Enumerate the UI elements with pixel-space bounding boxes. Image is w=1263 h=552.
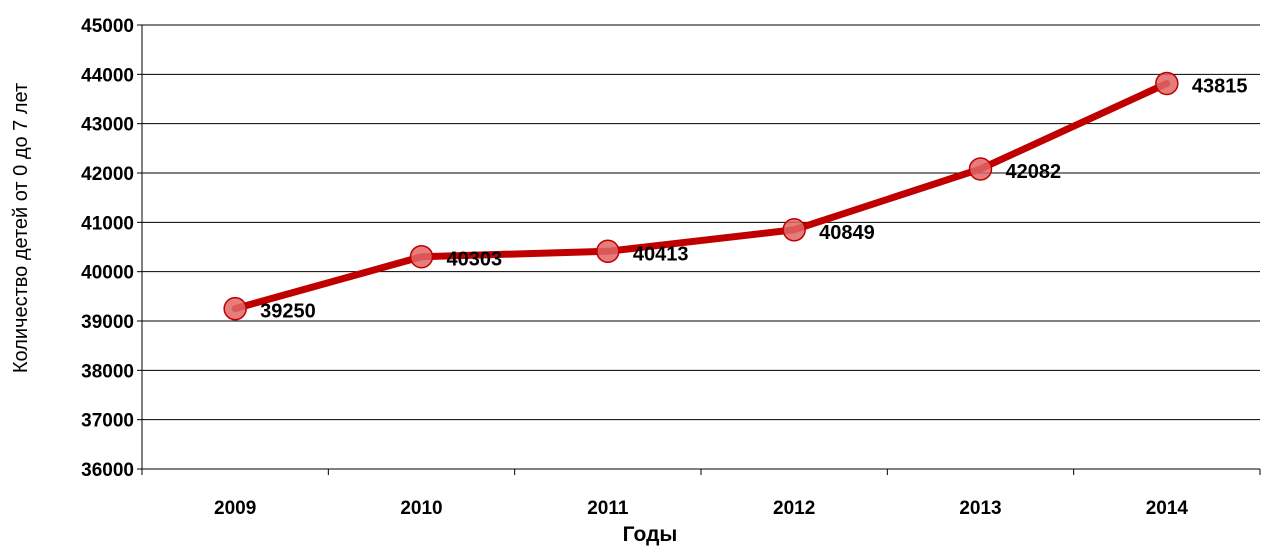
data-markers xyxy=(223,71,1179,321)
series-line xyxy=(231,79,1171,313)
y-tick-label: 36000 xyxy=(81,460,134,481)
data-label: 43815 xyxy=(1192,75,1248,97)
y-tick-label: 39000 xyxy=(81,312,134,333)
data-label: 40303 xyxy=(447,249,503,271)
x-tick-label: 2013 xyxy=(959,498,1001,519)
data-labels: 39250 40303 40413 40849 42082 43815 xyxy=(260,75,1247,322)
data-label: 40849 xyxy=(819,222,875,244)
data-label: 42082 xyxy=(1006,161,1062,183)
x-axis-title: Годы xyxy=(623,523,678,546)
y-tick-label: 44000 xyxy=(81,65,134,86)
data-point-marker xyxy=(223,296,247,321)
x-tick-label: 2009 xyxy=(214,498,256,519)
y-tick-label: 41000 xyxy=(81,213,134,234)
data-label: 39250 xyxy=(260,301,316,323)
y-tick-label: 37000 xyxy=(81,411,134,432)
data-label: 40413 xyxy=(633,243,689,265)
y-tick-label: 40000 xyxy=(81,263,134,284)
data-point-marker xyxy=(596,239,620,264)
x-tick-label: 2014 xyxy=(1146,498,1189,519)
y-tick-label: 38000 xyxy=(81,361,134,382)
x-tick-label: 2010 xyxy=(400,498,442,519)
y-tick-label: 42000 xyxy=(81,164,134,185)
x-tick-label: 2012 xyxy=(773,498,815,519)
y-tick-labels: 36000 37000 38000 39000 40000 41000 42000 43000… xyxy=(81,16,134,481)
y-tick-label: 45000 xyxy=(81,16,134,37)
data-point-marker xyxy=(782,218,806,242)
data-point-marker xyxy=(409,244,434,269)
data-point-marker xyxy=(1155,71,1179,96)
y-tick-label: 43000 xyxy=(81,115,134,136)
series-line-path xyxy=(231,79,1171,313)
gridlines xyxy=(142,24,1260,421)
axes xyxy=(137,24,1261,475)
x-tick-labels: 2009 2010 2011 2012 2013 2014 xyxy=(214,498,1188,519)
data-point-marker xyxy=(968,157,993,181)
y-axis-title: Количество детей от 0 до 7 лет xyxy=(10,83,32,373)
x-tick-label: 2011 xyxy=(587,498,629,519)
